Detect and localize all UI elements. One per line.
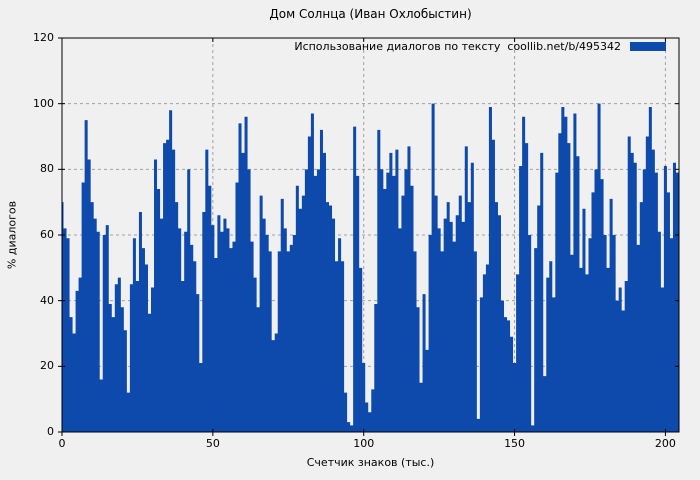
x-tick-label: 50 xyxy=(205,437,220,450)
y-tick-label: 120 xyxy=(33,31,54,44)
legend-label: Использование диалогов по тексту coollib… xyxy=(294,40,621,53)
y-tick-label: 80 xyxy=(40,162,54,176)
y-tick-label: 0 xyxy=(47,425,54,438)
legend: Использование диалогов по тексту coollib… xyxy=(294,40,666,53)
chart-title: Дом Солнца (Иван Охлобыстин) xyxy=(269,7,472,21)
x-tick-label: 100 xyxy=(353,437,375,450)
legend-swatch xyxy=(630,42,666,51)
bars-series xyxy=(62,103,679,432)
y-tick-label: 20 xyxy=(40,359,54,373)
x-tick-label: 200 xyxy=(654,437,676,450)
y-tick-label: 40 xyxy=(40,293,54,307)
y-tick-label: 60 xyxy=(40,228,54,241)
x-tick-label: 150 xyxy=(504,437,526,450)
x-tick-label: 0 xyxy=(58,437,66,450)
x-axis-label: Счетчик знаков (тыс.) xyxy=(306,456,435,469)
y-tick-label: 100 xyxy=(33,96,54,110)
